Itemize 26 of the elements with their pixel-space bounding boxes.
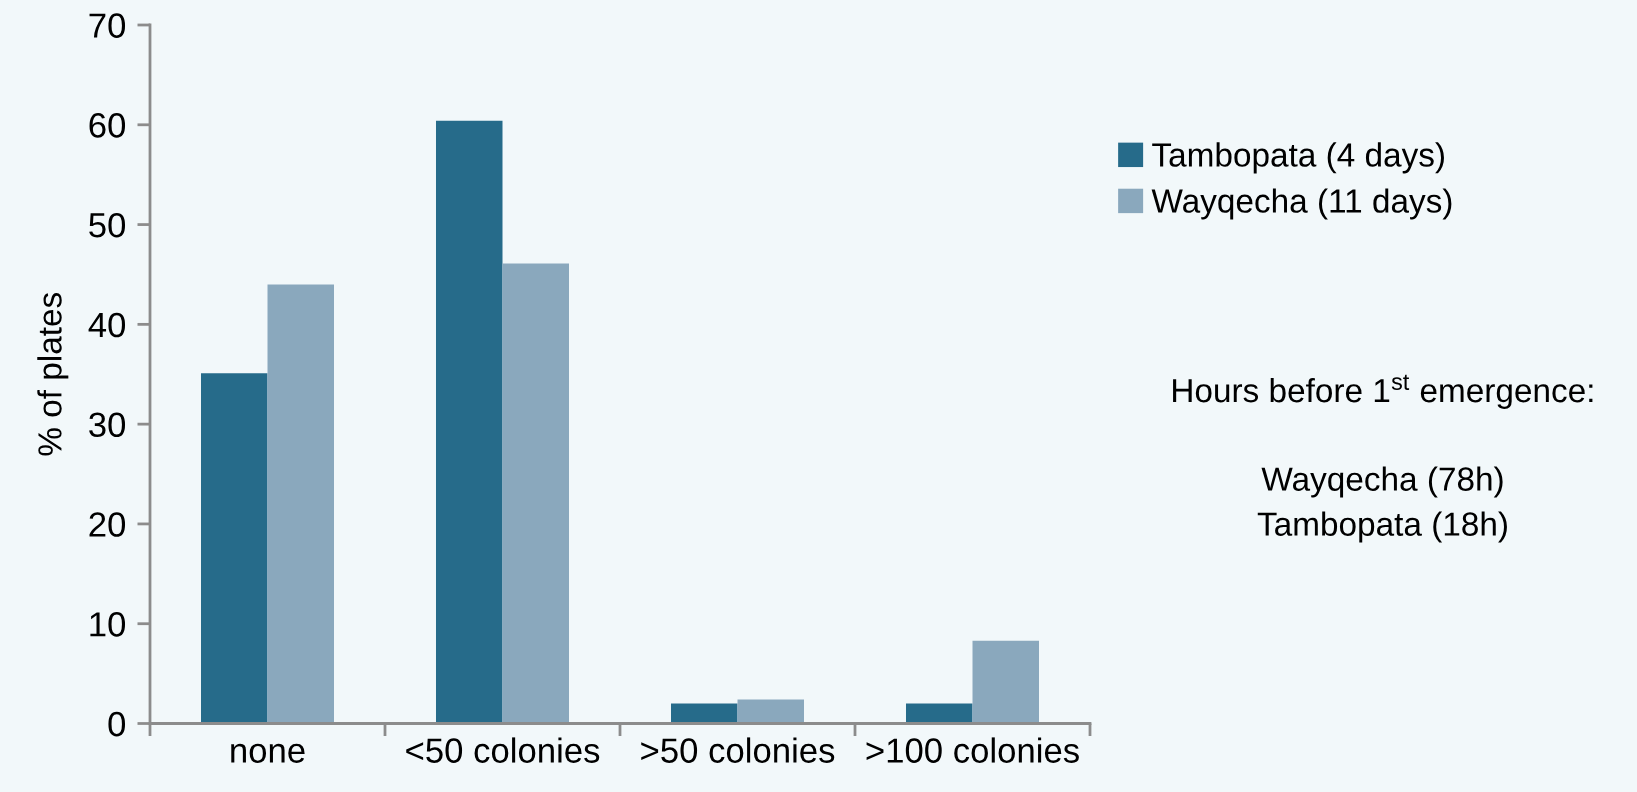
text: Tambopata (18h) — [1257, 511, 1507, 543]
x-tick-label: >50 colonies — [641, 737, 835, 763]
text: Wayqecha (78h) — [1261, 466, 1503, 498]
text: Hours before 1$^{st}$ emergence: — [1173, 374, 1593, 409]
y-tick-label: 0 — [108, 711, 126, 737]
y-tick-label: 30 — [89, 412, 126, 438]
bar — [972, 640, 1039, 724]
y-tick-label: 10 — [90, 612, 126, 637]
bar — [905, 703, 973, 724]
bar — [737, 699, 804, 724]
legend-label: Tambopata (4 days) — [1152, 142, 1444, 174]
y-tick-label: 50 — [89, 212, 126, 238]
x-tick-label: none — [231, 743, 305, 763]
x-tick-label: >100 colonies — [866, 737, 1079, 763]
y-tick-label: 40 — [88, 312, 126, 338]
y-axis-title: % of plates — [37, 292, 69, 456]
bar — [435, 120, 503, 724]
y-tick-label: 20 — [89, 512, 126, 537]
x-tick-label: <50 colonies — [406, 737, 600, 763]
bar — [670, 703, 738, 724]
y-tick-label: 70 — [89, 13, 126, 38]
bar — [267, 284, 334, 724]
bar — [502, 263, 569, 724]
bar — [200, 373, 268, 724]
legend-label: Wayqecha (11 days) — [1151, 188, 1452, 220]
y-tick-label: 60 — [89, 113, 126, 138]
